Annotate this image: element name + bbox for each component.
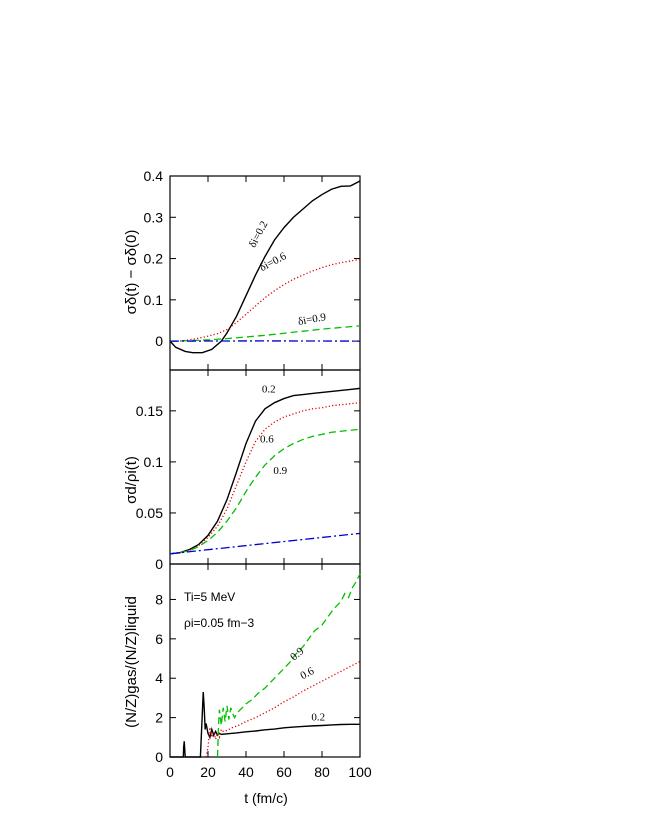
density-annotation: ρi=0.05 fm−3 [184,616,255,630]
ytick-label: 0 [155,556,163,572]
x-axis-label: t (fm/c) [244,790,288,806]
series-line-1 [169,387,361,555]
xtick-label: 0 [166,764,174,780]
ytick-label: 0.4 [144,168,164,184]
middle-ylabel: σd/ρi(t) [123,456,140,504]
curve-label: 0.9 [288,645,307,663]
xtick-label: 100 [348,764,372,780]
ytick-label: 0.1 [144,454,164,470]
curve-label: 0.6 [298,665,316,682]
ytick-label: 8 [155,591,163,607]
plot-layer: 0 0.1 0.2 0.3 0.4 δi=0.2δi=0.6 δi=0.9 0 0.05 0.1 0… [136,168,372,780]
bottom-ylabel: (N/Z)gas/(N/Z)liquid [123,596,140,728]
xtick-label: 40 [238,764,254,780]
ytick-label: 0.2 [144,251,164,267]
curve-label: 0.9 [273,465,287,477]
curve-label: 0.2 [262,383,276,395]
bottom-panel-frame [169,563,361,758]
ytick-label: 4 [155,670,163,686]
ytick-label: 0 [155,749,163,765]
ytick-label: 0.1 [144,292,164,308]
xtick-label: 80 [314,764,330,780]
ytick-label: 0.15 [136,403,163,419]
series-line-1 [169,180,361,354]
xtick-label: 20 [200,764,216,780]
curve-label: δi=0.2 [247,219,271,250]
ytick-label: 0.05 [136,505,163,521]
ytick-label: 0 [155,333,163,349]
ytick-label: 6 [155,631,163,647]
curve-label: δi=0.6 [258,250,289,274]
series-line-4 [169,532,361,555]
series-line-3 [169,325,361,342]
series-line-3 [169,428,361,555]
curve-label: 0.6 [260,433,274,445]
curve-label: δi=0.9 [297,311,327,328]
temperature-annotation: Ti=5 MeV [184,590,235,604]
ytick-label: 0.3 [144,209,164,225]
middle-panel-frame [169,369,361,565]
xtick-label: 60 [276,764,292,780]
series-line-2 [169,402,361,555]
series-line-3 [216,573,361,758]
series-line-2 [205,660,361,758]
top-ylabel: σδ(t) − σδ(0) [123,230,140,315]
curve-label: 0.2 [311,712,325,724]
series-line-1 [170,691,360,758]
ytick-label: 2 [155,710,163,726]
